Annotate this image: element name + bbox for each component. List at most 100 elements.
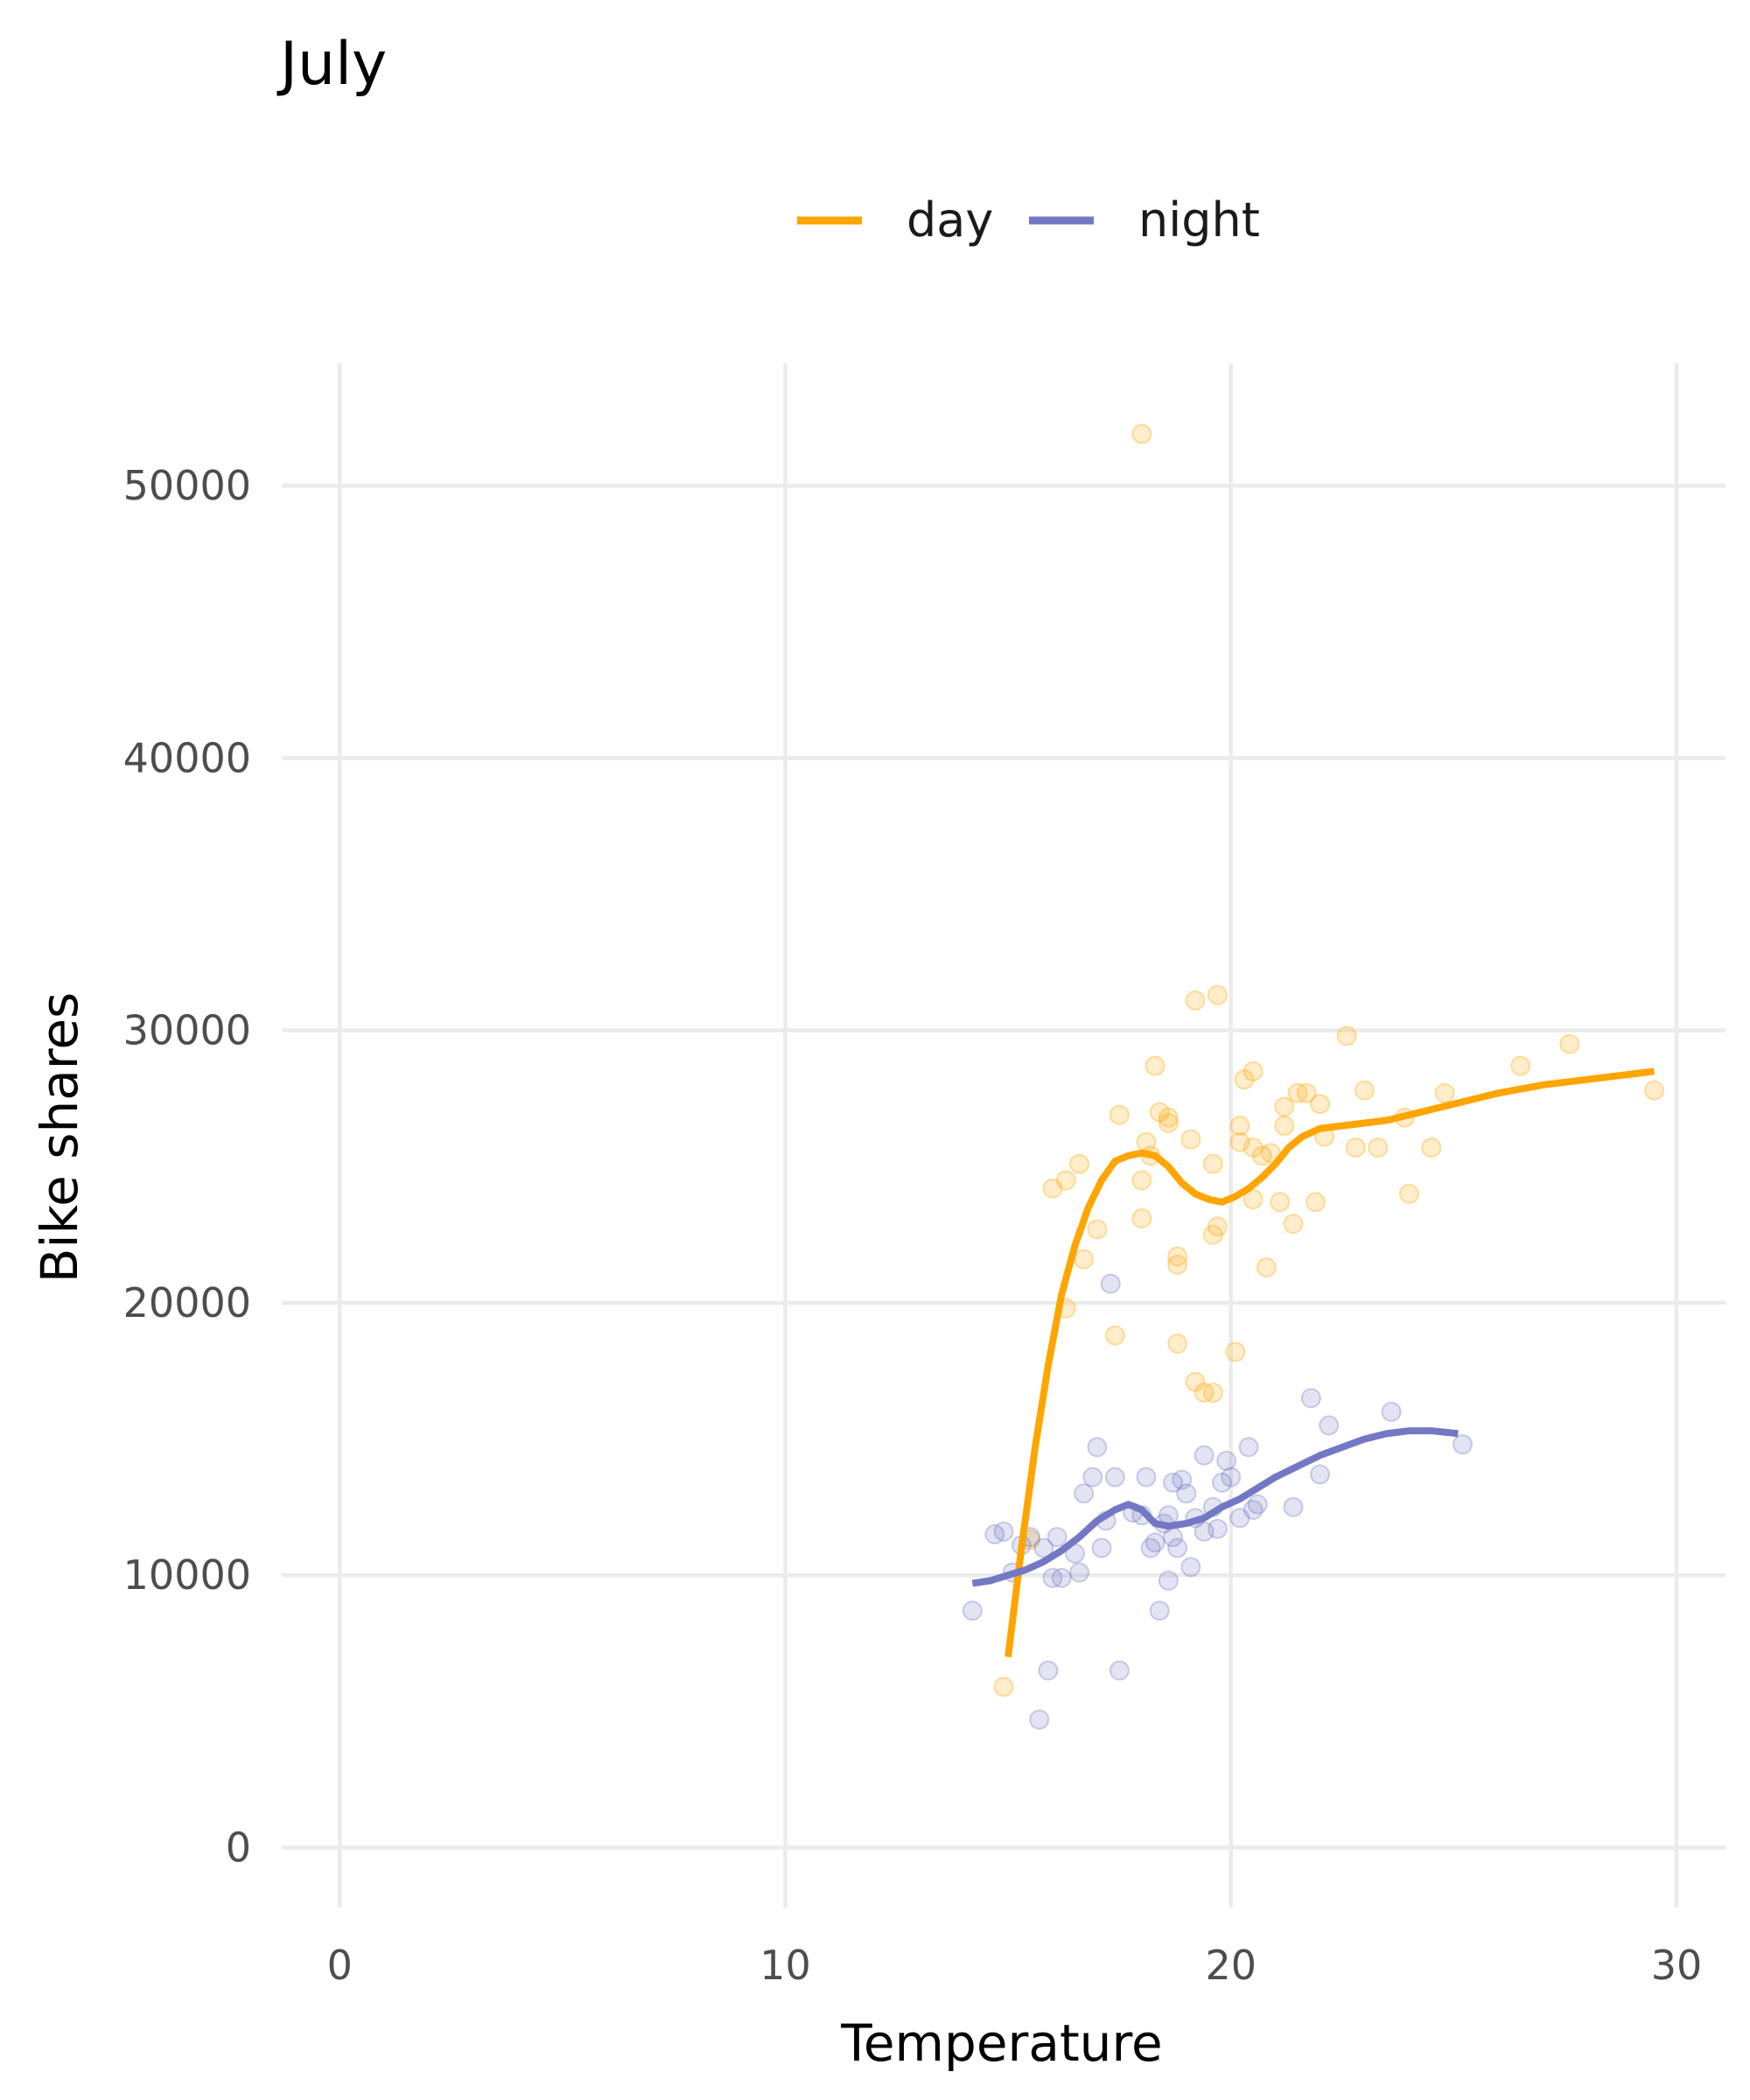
data-point-night — [1283, 1496, 1304, 1517]
legend-item-day: day — [797, 192, 993, 248]
data-point-night — [1238, 1437, 1259, 1458]
data-point-day — [1242, 1060, 1264, 1082]
data-point-night — [1144, 1532, 1166, 1553]
data-point-day — [1434, 1082, 1455, 1103]
data-points — [962, 424, 1665, 1730]
data-point-day — [1167, 1254, 1188, 1275]
data-point-day — [1310, 1094, 1331, 1115]
data-point-night — [1167, 1537, 1188, 1558]
x-tick-label: 30 — [1651, 1942, 1703, 1989]
y-tick-label: 40000 — [123, 734, 251, 781]
data-point-day — [1354, 1080, 1375, 1101]
data-point-night — [1310, 1464, 1331, 1485]
data-point-day — [1229, 1131, 1250, 1152]
smooth-line-day — [1004, 1068, 1655, 1658]
data-point-day — [1180, 1129, 1201, 1150]
data-point-day — [1042, 1178, 1063, 1199]
data-point-night — [1140, 1537, 1161, 1558]
data-point-night — [1100, 1273, 1121, 1294]
data-point-night — [984, 1524, 1005, 1545]
data-point-night — [1194, 1445, 1214, 1466]
data-point-night — [1221, 1466, 1242, 1488]
data-point-day — [1274, 1116, 1295, 1137]
data-point-night — [1319, 1415, 1340, 1436]
legend-item-night: night — [1029, 192, 1260, 248]
data-point-night — [1194, 1521, 1214, 1542]
data-point-night — [1087, 1437, 1108, 1458]
legend: day night — [797, 192, 1260, 248]
data-point-day — [1270, 1192, 1291, 1213]
data-point-day — [1207, 1216, 1228, 1237]
data-point-night — [1207, 1518, 1228, 1539]
gridlines — [282, 363, 1726, 1908]
data-point-day — [1229, 1116, 1250, 1137]
data-point-day — [1104, 1325, 1125, 1346]
data-point-night — [1247, 1494, 1268, 1515]
data-point-day — [1345, 1138, 1366, 1158]
data-point-night — [1051, 1567, 1072, 1588]
data-point-day — [1074, 1249, 1095, 1270]
legend-label-night: night — [1138, 192, 1260, 248]
y-tick-label: 20000 — [123, 1279, 251, 1326]
data-point-day — [1055, 1170, 1076, 1191]
data-point-night — [1136, 1466, 1157, 1488]
data-point-night — [1109, 1660, 1130, 1681]
data-point-day — [1398, 1183, 1419, 1204]
data-point-day — [1242, 1138, 1264, 1158]
data-point-night — [1158, 1570, 1179, 1591]
data-point-night — [1149, 1600, 1170, 1621]
smooth-line-night — [971, 1427, 1459, 1587]
data-point-day — [1185, 990, 1206, 1011]
y-tick-label: 30000 — [123, 1007, 251, 1054]
data-point-day — [1644, 1080, 1665, 1101]
data-point-night — [993, 1521, 1014, 1542]
data-point-night — [1082, 1466, 1103, 1488]
data-point-night — [962, 1600, 983, 1621]
data-point-day — [1305, 1192, 1326, 1213]
data-point-day — [1368, 1138, 1389, 1158]
data-point-day — [993, 1676, 1014, 1698]
data-point-night — [1172, 1469, 1193, 1490]
y-axis-title: Bike shares — [30, 992, 89, 1284]
data-point-night — [1176, 1483, 1197, 1504]
data-point-night — [1180, 1557, 1201, 1578]
data-point-night — [1074, 1483, 1095, 1504]
data-point-night — [1381, 1401, 1402, 1422]
data-point-night — [1104, 1466, 1125, 1488]
data-point-day — [1242, 1189, 1264, 1210]
data-point-day — [1296, 1082, 1317, 1103]
x-tick-label: 0 — [327, 1942, 353, 1989]
chart-title: July — [276, 30, 387, 99]
data-point-day — [1559, 1033, 1580, 1054]
data-point-day — [1251, 1145, 1272, 1166]
data-point-day — [1167, 1246, 1188, 1267]
legend-label-day: day — [906, 192, 993, 248]
data-point-day — [1283, 1214, 1304, 1235]
data-point-day — [1149, 1102, 1170, 1123]
data-point-night — [1452, 1434, 1474, 1455]
data-point-night — [1216, 1450, 1237, 1471]
data-point-night — [1033, 1537, 1054, 1558]
data-point-night — [1229, 1508, 1250, 1529]
data-point-night — [1300, 1388, 1321, 1409]
data-point-day — [1131, 1208, 1152, 1228]
data-point-day — [1287, 1082, 1308, 1103]
data-point-day — [1185, 1371, 1206, 1392]
data-point-night — [1042, 1567, 1063, 1588]
data-point-day — [1069, 1153, 1090, 1174]
data-point-day — [1144, 1055, 1166, 1076]
smooth-lines — [971, 1068, 1655, 1658]
data-point-night — [1091, 1537, 1112, 1558]
x-axis-title: Temperature — [840, 2013, 1162, 2073]
data-point-night — [1163, 1472, 1184, 1493]
data-point-night — [1046, 1527, 1068, 1548]
data-point-day — [1225, 1341, 1246, 1362]
data-point-day — [1274, 1096, 1295, 1117]
data-point-night — [1038, 1660, 1059, 1681]
data-point-day — [1131, 424, 1152, 444]
data-point-night — [1212, 1472, 1233, 1493]
data-point-day — [1087, 1219, 1108, 1240]
data-point-day — [1194, 1382, 1214, 1404]
data-point-day — [1202, 1382, 1223, 1404]
